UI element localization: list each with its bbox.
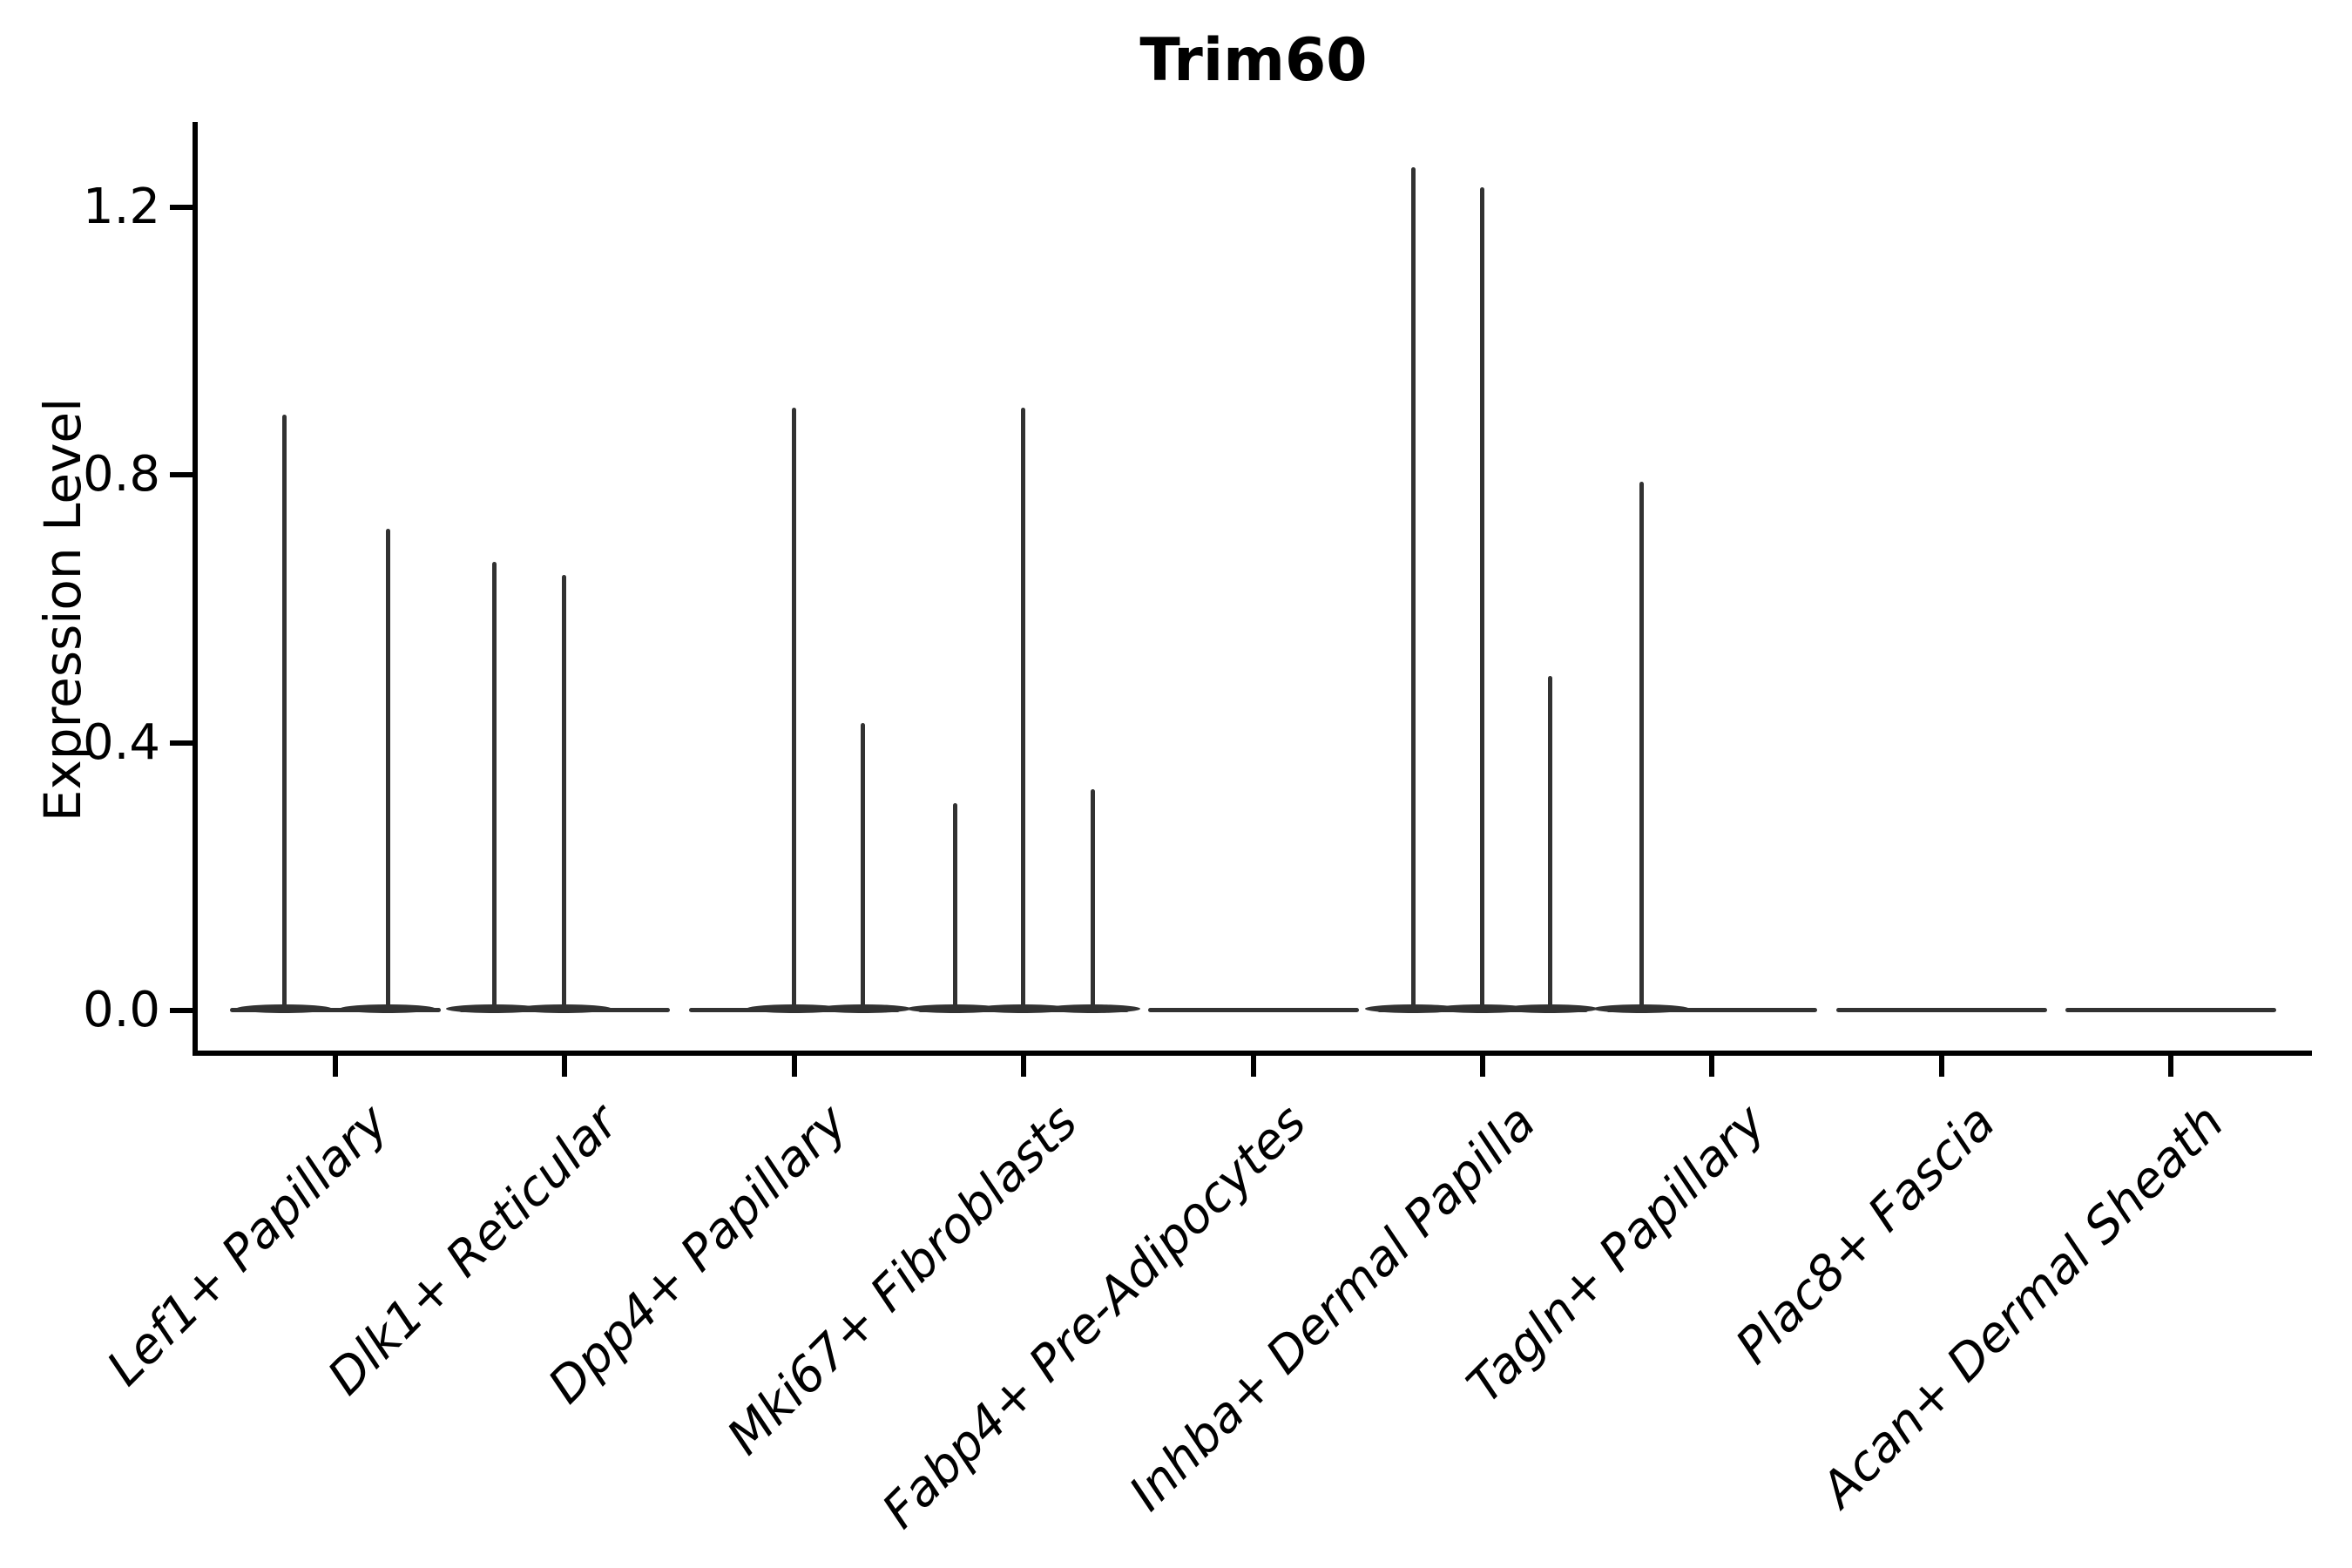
violin-spike — [1090, 789, 1095, 1011]
y-tick-label: 1.2 — [82, 178, 160, 235]
violin-spike — [952, 802, 957, 1011]
violin-spike — [385, 528, 390, 1011]
violin-spike — [281, 414, 287, 1011]
x-tick-label-category: Fabp4+ Pre-Adipocytes — [872, 1093, 1318, 1540]
violin-spike — [561, 575, 566, 1011]
y-axis-spine — [193, 122, 198, 1056]
violin-spike — [1639, 481, 1644, 1011]
x-tick-mark — [791, 1056, 797, 1077]
x-tick-mark — [2168, 1056, 2174, 1077]
x-tick-mark — [1250, 1056, 1256, 1077]
y-tick-label: 0.4 — [82, 713, 160, 771]
x-tick-label-category: Inhba+ Dermal Papilla — [1119, 1093, 1547, 1522]
violin-baseline — [1147, 1008, 1359, 1012]
y-tick-mark — [170, 1008, 193, 1013]
violin-spike — [491, 562, 497, 1011]
y-tick-label: 0.8 — [82, 446, 160, 504]
x-tick-mark — [1480, 1056, 1485, 1077]
x-tick-mark — [1709, 1056, 1715, 1077]
y-tick-label: 0.0 — [82, 982, 160, 1038]
x-tick-mark — [1938, 1056, 1944, 1077]
x-tick-mark — [562, 1056, 568, 1077]
x-tick-label-category: Acan+ Dermal Sheath — [1811, 1093, 2236, 1518]
violin-spike — [1410, 166, 1416, 1011]
violin-baseline — [2065, 1008, 2277, 1012]
violin-spike — [861, 722, 866, 1011]
x-axis-spine — [193, 1051, 2312, 1056]
x-tick-mark — [333, 1056, 338, 1077]
violin-baseline — [1606, 1008, 1818, 1012]
violin-spike — [1547, 675, 1552, 1011]
violin-baseline — [1835, 1008, 2047, 1012]
plot-title: Trim60 — [1139, 26, 1368, 95]
violin-baseline — [230, 1008, 441, 1012]
violin-spike — [1020, 408, 1025, 1011]
y-tick-mark — [170, 204, 193, 210]
y-tick-mark — [170, 472, 193, 478]
violin-spike — [792, 408, 797, 1011]
violin-spike — [1479, 186, 1484, 1011]
x-tick-mark — [1021, 1056, 1027, 1077]
y-tick-mark — [170, 740, 193, 746]
